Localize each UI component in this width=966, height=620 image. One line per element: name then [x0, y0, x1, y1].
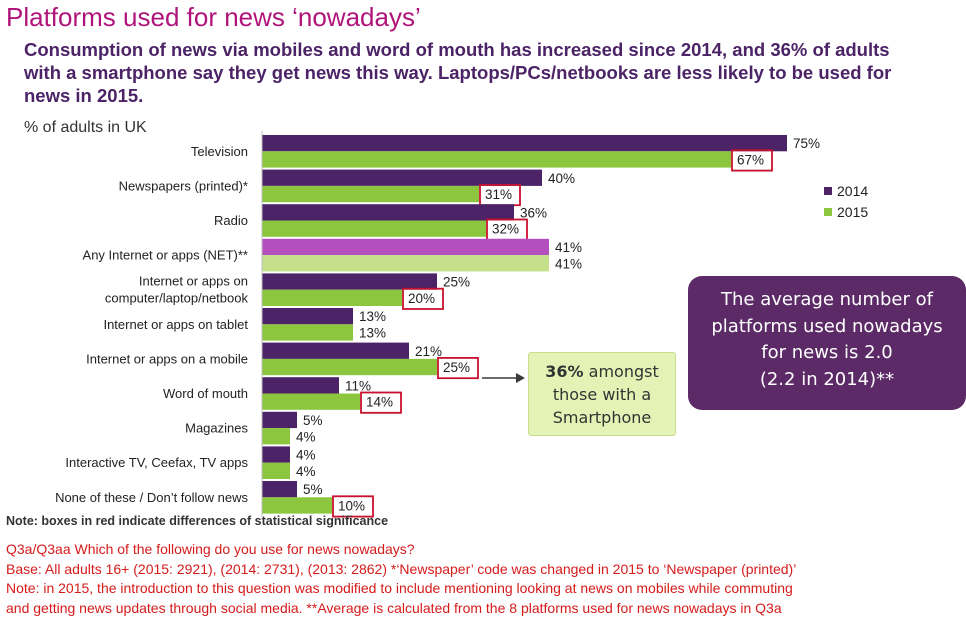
- footer-note-2: and getting news updates through social …: [6, 599, 782, 616]
- slide-subtitle: Consumption of news via mobiles and word…: [24, 39, 892, 106]
- category-label: Magazines: [185, 421, 248, 436]
- info-line-4: (2.2 in 2014)**: [759, 368, 895, 390]
- data-label-2014: 41%: [555, 240, 582, 255]
- legend-item-2015: 2015: [824, 202, 868, 223]
- significance-box: [402, 287, 444, 310]
- legend-swatch-2014: [824, 187, 832, 196]
- data-label-2015: 31%: [485, 187, 512, 202]
- callout-line-1: 36% amongst: [529, 360, 675, 383]
- data-label-2014: 36%: [520, 205, 547, 220]
- data-label-2014: 13%: [359, 309, 386, 324]
- data-label-2015: 14%: [366, 395, 393, 410]
- significance-box: [332, 495, 374, 518]
- data-label-2014: 11%: [345, 378, 371, 393]
- bar-2015: [262, 255, 549, 272]
- slide-title: Platforms used for news ‘nowadays’: [6, 2, 421, 32]
- footer-base: Base: All adults 16+ (2015: 2921), (2014…: [6, 560, 797, 577]
- bar-2014: [262, 273, 437, 290]
- category-label: Television: [191, 144, 248, 159]
- data-label-2015: 4%: [296, 429, 316, 444]
- bar-2015: [262, 151, 731, 168]
- significance-box: [731, 149, 773, 172]
- bar-2015: [262, 185, 479, 203]
- data-label-2015: 20%: [408, 291, 435, 306]
- info-line-2: platforms used nowadays: [711, 315, 943, 337]
- bar-2014: [262, 446, 290, 463]
- data-label-2015: 13%: [359, 325, 386, 340]
- category-label: Any Internet or apps (NET)**: [83, 248, 248, 263]
- bar-2015: [262, 220, 486, 237]
- arrow-right-icon: [482, 373, 525, 383]
- category-label: None of these / Don’t follow news: [55, 490, 248, 505]
- bar-2014: [262, 135, 787, 152]
- bar-2014: [262, 204, 514, 221]
- data-label-2015: 67%: [737, 152, 764, 167]
- bar-2014: [262, 411, 297, 429]
- category-label: Radio: [214, 213, 248, 228]
- footer-note-1: Note: in 2015, the introduction to this …: [6, 580, 793, 597]
- bar-2014: [262, 308, 353, 325]
- info-line-1: The average number of: [721, 289, 933, 310]
- y-axis-label: % of adults in UK: [24, 119, 147, 136]
- footer-notes: Q3a/Q3aa Which of the following do you u…: [6, 540, 964, 618]
- bar-2014: [262, 377, 339, 394]
- category-label: Interactive TV, Ceefax, TV apps: [65, 455, 248, 470]
- callout-text-1: amongst: [583, 362, 659, 381]
- legend-label-2015: 2015: [837, 204, 869, 220]
- significance-box: [360, 391, 402, 414]
- bar-2015: [262, 324, 353, 341]
- bar-2015: [262, 462, 290, 479]
- data-label-2014: 4%: [296, 448, 316, 463]
- legend-label-2014: 2014: [837, 183, 869, 199]
- bar-2015: [262, 497, 332, 514]
- category-label: Newspapers (printed)*: [119, 178, 248, 193]
- category-label: Internet or apps on tablet: [103, 317, 248, 332]
- data-label-2014: 5%: [303, 482, 323, 497]
- data-label-2015: 10%: [338, 498, 365, 513]
- data-label-2014: 75%: [793, 136, 820, 151]
- data-label-2014: 25%: [443, 275, 470, 290]
- bar-2015: [262, 358, 437, 376]
- chart-legend: 2014 2015: [824, 181, 868, 223]
- bar-2014: [262, 481, 297, 498]
- callout-percent: 36%: [545, 362, 584, 381]
- significance-box: [437, 356, 479, 380]
- category-label: Internet or apps on computer/laptop/netbo…: [105, 274, 249, 306]
- callout-line-3: Smartphone: [552, 408, 652, 427]
- significance-note: Note: boxes in red indicate differences …: [6, 514, 389, 528]
- legend-item-2014: 2014: [824, 181, 868, 202]
- bar-2014: [262, 342, 409, 359]
- data-label-2015: 4%: [296, 464, 316, 479]
- info-line-3: for news is 2.0: [761, 342, 893, 363]
- data-label-2014: 21%: [415, 344, 442, 359]
- data-label-2015: 32%: [492, 222, 519, 237]
- data-label-2015: 41%: [555, 256, 582, 271]
- data-label-2014: 5%: [303, 413, 323, 428]
- category-label: Word of mouth: [163, 386, 248, 401]
- bar-2014: [262, 169, 542, 186]
- average-platforms-box: The average number of platforms used now…: [688, 276, 966, 410]
- bar-2014: [262, 238, 549, 256]
- category-label: Internet or apps on a mobile: [86, 351, 248, 366]
- smartphone-callout: 36% amongst those with a Smartphone: [528, 352, 676, 436]
- bar-2015: [262, 393, 360, 410]
- bar-2015: [262, 289, 402, 306]
- data-label-2015: 25%: [443, 360, 470, 375]
- footer-question: Q3a/Q3aa Which of the following do you u…: [6, 541, 415, 557]
- callout-line-2: those with a: [552, 385, 652, 404]
- legend-swatch-2015: [824, 208, 832, 217]
- data-label-2014: 40%: [548, 171, 575, 186]
- bar-2015: [262, 428, 290, 445]
